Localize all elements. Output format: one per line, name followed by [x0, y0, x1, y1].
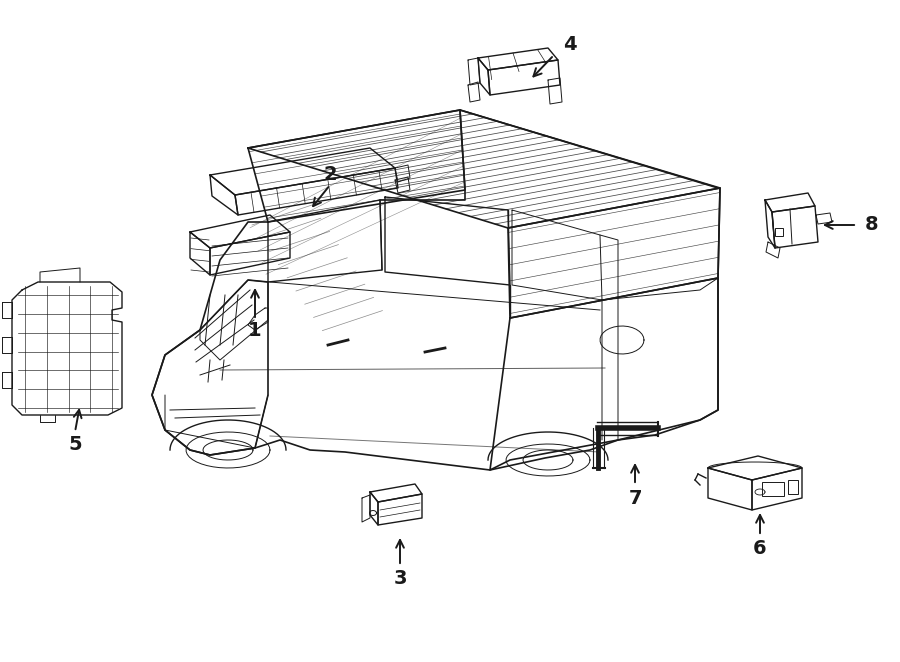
Bar	[762, 482, 784, 496]
Text: 2: 2	[323, 166, 337, 185]
Text: 7: 7	[628, 489, 642, 508]
Text: 8: 8	[865, 216, 878, 234]
Text: 3: 3	[393, 569, 407, 587]
Text: 1: 1	[248, 320, 262, 340]
Text: 5: 5	[68, 436, 82, 455]
Text: 4: 4	[563, 36, 577, 54]
Text: 6: 6	[753, 538, 767, 557]
Bar	[788, 480, 798, 494]
Bar	[775, 228, 783, 236]
